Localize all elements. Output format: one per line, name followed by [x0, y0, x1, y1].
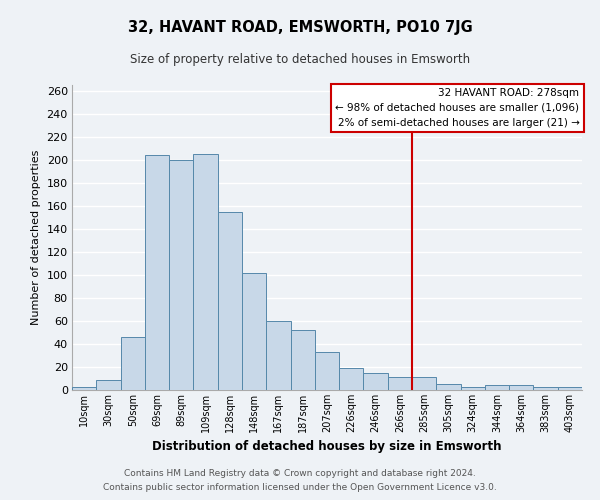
Bar: [364, 372, 388, 390]
Text: Contains public sector information licensed under the Open Government Licence v3: Contains public sector information licen…: [103, 484, 497, 492]
Bar: [485, 386, 509, 390]
Y-axis label: Number of detached properties: Number of detached properties: [31, 150, 41, 325]
Bar: [145, 155, 169, 390]
Bar: [388, 378, 412, 390]
X-axis label: Distribution of detached houses by size in Emsworth: Distribution of detached houses by size …: [152, 440, 502, 454]
Text: Size of property relative to detached houses in Emsworth: Size of property relative to detached ho…: [130, 52, 470, 66]
Bar: [193, 154, 218, 390]
Bar: [315, 352, 339, 390]
Bar: [242, 272, 266, 390]
Bar: [266, 321, 290, 390]
Bar: [509, 386, 533, 390]
Text: 32 HAVANT ROAD: 278sqm
← 98% of detached houses are smaller (1,096)
2% of semi-d: 32 HAVANT ROAD: 278sqm ← 98% of detached…: [335, 88, 580, 128]
Bar: [412, 378, 436, 390]
Bar: [339, 368, 364, 390]
Bar: [558, 386, 582, 390]
Bar: [96, 380, 121, 390]
Bar: [218, 212, 242, 390]
Text: Contains HM Land Registry data © Crown copyright and database right 2024.: Contains HM Land Registry data © Crown c…: [124, 468, 476, 477]
Text: 32, HAVANT ROAD, EMSWORTH, PO10 7JG: 32, HAVANT ROAD, EMSWORTH, PO10 7JG: [128, 20, 472, 35]
Bar: [290, 330, 315, 390]
Bar: [533, 386, 558, 390]
Bar: [72, 386, 96, 390]
Bar: [461, 386, 485, 390]
Bar: [169, 160, 193, 390]
Bar: [121, 337, 145, 390]
Bar: [436, 384, 461, 390]
